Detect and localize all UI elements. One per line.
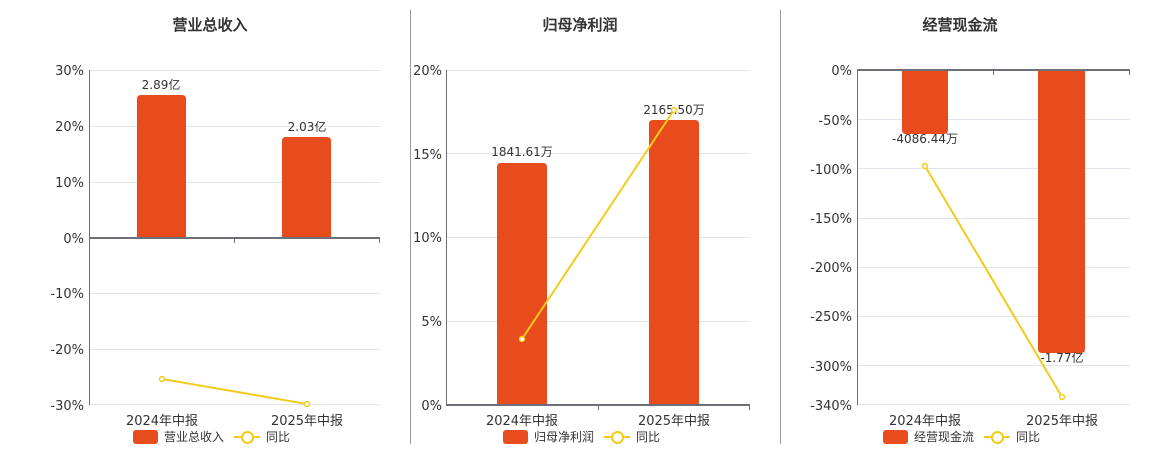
- bar-2025[interactable]: [282, 137, 331, 238]
- yoy-point[interactable]: [670, 106, 678, 114]
- chart-panel-revenue: 营业总收入 30% 20% 10% 0% -10% -20% -30%: [0, 0, 400, 450]
- bar-2024[interactable]: [902, 70, 948, 134]
- svg-text:2.89亿: 2.89亿: [142, 77, 181, 92]
- svg-text:20%: 20%: [413, 64, 442, 79]
- svg-text:2025年中报: 2025年中报: [271, 414, 343, 429]
- y-tick-labels: 0% -50% -100% -150% -200% -250% -300% -3…: [810, 64, 852, 414]
- svg-text:-100%: -100%: [810, 163, 852, 178]
- bar-labels: -4086.44万 -1.77亿: [892, 132, 1084, 365]
- svg-text:1841.61万: 1841.61万: [491, 145, 553, 159]
- chart-title: 归母净利润: [542, 16, 618, 34]
- svg-text:-300%: -300%: [810, 360, 852, 375]
- bar-2025[interactable]: [1038, 70, 1085, 353]
- legend-bar-swatch[interactable]: [503, 429, 528, 444]
- yoy-point[interactable]: [518, 335, 526, 343]
- chart-net-profit-svg: 20% 15% 10% 5% 0% 1841.61万 2165.50万 2024…: [413, 64, 750, 429]
- svg-text:2025年中报: 2025年中报: [1026, 414, 1098, 429]
- legend-line-icon[interactable]: [604, 430, 631, 444]
- svg-text:-200%: -200%: [810, 261, 852, 276]
- legend-bar-swatch[interactable]: [883, 429, 908, 444]
- svg-text:0%: 0%: [831, 64, 852, 79]
- bar-2024[interactable]: [137, 95, 186, 238]
- grid-lines: [857, 119, 1130, 405]
- legend-bar-label[interactable]: 归母净利润: [534, 430, 595, 444]
- chart-revenue-svg: 30% 20% 10% 0% -10% -20% -30% 2.89亿 2.03…: [50, 64, 380, 429]
- svg-text:-30%: -30%: [50, 399, 84, 414]
- legend: 经营现金流 同比: [883, 428, 1040, 445]
- x-tick-labels: 2024年中报 2025年中报: [486, 414, 710, 429]
- y-tick-labels: 30% 20% 10% 0% -10% -20% -30%: [50, 64, 84, 414]
- legend-bar-label[interactable]: 营业总收入: [164, 430, 225, 444]
- svg-text:2024年中报: 2024年中报: [889, 414, 961, 429]
- legend-bar-label[interactable]: 经营现金流: [914, 430, 975, 444]
- svg-text:2024年中报: 2024年中报: [126, 414, 198, 429]
- svg-text:2.03亿: 2.03亿: [288, 119, 327, 134]
- svg-text:-10%: -10%: [50, 287, 84, 302]
- yoy-point[interactable]: [303, 400, 311, 408]
- grid-lines: [446, 70, 750, 322]
- panel-divider: [780, 10, 781, 444]
- y-tick-labels: 20% 15% 10% 5% 0%: [413, 64, 442, 414]
- svg-text:5%: 5%: [421, 315, 442, 330]
- legend-line-label[interactable]: 同比: [1016, 430, 1041, 444]
- legend: 归母净利润 同比: [503, 428, 660, 445]
- legend: 营业总收入 同比: [133, 428, 290, 445]
- svg-text:15%: 15%: [413, 148, 442, 163]
- grid-lines: [89, 70, 380, 405]
- yoy-line: [521, 109, 675, 340]
- svg-text:-150%: -150%: [810, 212, 852, 227]
- svg-text:-1.77亿: -1.77亿: [1040, 350, 1083, 365]
- x-tick-labels: 2024年中报 2025年中报: [126, 414, 343, 429]
- legend-line-label[interactable]: 同比: [266, 430, 291, 444]
- legend-line-label[interactable]: 同比: [636, 430, 661, 444]
- yoy-line: [924, 165, 1063, 398]
- legend-line-icon[interactable]: [984, 430, 1011, 444]
- svg-text:-250%: -250%: [810, 310, 852, 325]
- legend-line-icon[interactable]: [234, 430, 261, 444]
- yoy-point[interactable]: [1058, 393, 1066, 401]
- panel-divider: [410, 10, 411, 444]
- legend-bar-swatch[interactable]: [133, 429, 158, 444]
- svg-text:0%: 0%: [421, 399, 442, 414]
- yoy-line: [161, 378, 308, 405]
- svg-text:30%: 30%: [55, 64, 84, 79]
- svg-text:-20%: -20%: [50, 343, 84, 358]
- chart-title: 经营现金流: [922, 16, 998, 34]
- svg-text:2024年中报: 2024年中报: [486, 414, 558, 429]
- bar-labels: 2.89亿 2.03亿: [142, 77, 327, 134]
- bar-2024[interactable]: [497, 163, 547, 405]
- svg-text:20%: 20%: [55, 120, 84, 135]
- svg-text:10%: 10%: [55, 176, 84, 191]
- yoy-point[interactable]: [158, 375, 166, 383]
- svg-text:-50%: -50%: [818, 114, 852, 129]
- chart-title: 营业总收入: [172, 16, 248, 34]
- svg-text:0%: 0%: [63, 232, 84, 247]
- svg-text:2025年中报: 2025年中报: [638, 414, 710, 429]
- bar-2025[interactable]: [649, 120, 699, 405]
- svg-text:10%: 10%: [413, 231, 442, 246]
- x-tick-labels: 2024年中报 2025年中报: [889, 414, 1098, 429]
- svg-text:-4086.44万: -4086.44万: [892, 132, 958, 146]
- chart-panel-net-profit: 归母净利润 20% 15% 10% 5% 0% 1841.61万 2165.50…: [413, 16, 750, 445]
- yoy-point[interactable]: [921, 162, 929, 170]
- svg-text:-340%: -340%: [810, 399, 852, 414]
